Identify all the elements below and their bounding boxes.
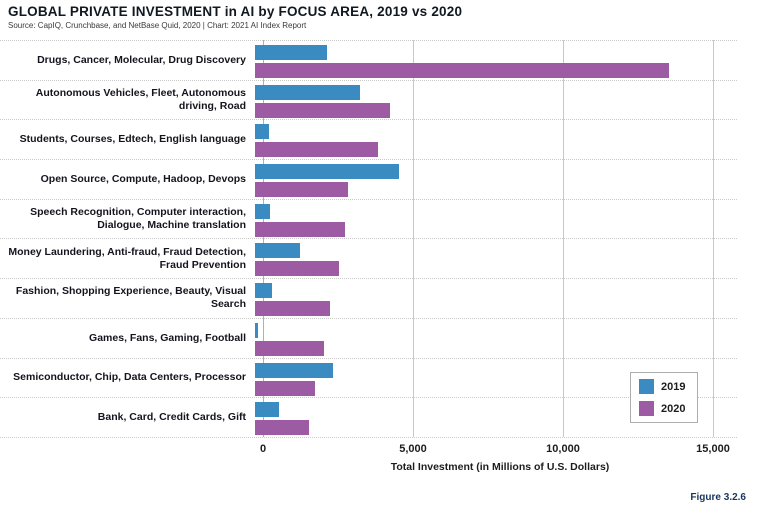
- category-row: Students, Courses, Edtech, English langu…: [0, 119, 737, 159]
- x-tick-label-5000: 5,000: [399, 443, 427, 455]
- category-bars: [255, 120, 737, 159]
- legend-entry-2020: 2020: [639, 401, 685, 416]
- category-row: Bank, Card, Credit Cards, Gift: [0, 397, 737, 437]
- category-bars: [255, 279, 737, 318]
- figure-caption: Figure 3.2.6: [690, 492, 746, 503]
- category-row: Drugs, Cancer, Molecular, Drug Discovery: [0, 40, 737, 80]
- legend-label-2019: 2019: [661, 380, 686, 393]
- category-bars: [255, 239, 737, 278]
- category-label: Autonomous Vehicles, Fleet, Autonomous d…: [35, 86, 246, 113]
- legend-swatch-2019: [639, 379, 654, 394]
- bar-rows-container: Drugs, Cancer, Molecular, Drug Discovery…: [0, 40, 737, 437]
- bar-2020: [255, 142, 378, 158]
- bar-2019: [255, 45, 327, 60]
- bar-2019: [255, 283, 272, 299]
- chart-header: GLOBAL PRIVATE INVESTMENT in AI by FOCUS…: [8, 4, 748, 30]
- bar-2019: [255, 322, 258, 338]
- bar-2019: [255, 164, 399, 180]
- category-label: Drugs, Cancer, Molecular, Drug Discovery: [37, 53, 246, 66]
- x-tick-label-0: 0: [259, 443, 267, 455]
- bar-2020: [255, 380, 315, 396]
- category-label: Bank, Card, Credit Cards, Gift: [97, 410, 246, 423]
- category-bars: [255, 160, 737, 199]
- category-row: Fashion, Shopping Experience, Beauty, Vi…: [0, 278, 737, 318]
- bar-2019: [255, 362, 333, 378]
- bar-2020: [255, 182, 348, 198]
- bar-2020: [255, 221, 345, 237]
- bar-2019: [255, 402, 279, 418]
- category-bars: [255, 41, 737, 80]
- legend-label-2020: 2020: [661, 402, 686, 415]
- category-label: Games, Fans, Gaming, Football: [89, 331, 246, 344]
- x-axis-title: Total Investment (in Millions of U.S. Do…: [390, 461, 610, 473]
- category-row: Money Laundering, Anti-fraud, Fraud Dete…: [0, 238, 737, 278]
- chart-title: GLOBAL PRIVATE INVESTMENT in AI by FOCUS…: [8, 4, 463, 19]
- category-row: Autonomous Vehicles, Fleet, Autonomous d…: [0, 79, 737, 120]
- bar-2019: [255, 124, 269, 140]
- category-row: Open Source, Compute, Hadoop, Devops: [0, 159, 737, 199]
- category-label: Money Laundering, Anti-fraud, Fraud Dete…: [8, 245, 246, 271]
- category-label: Students, Courses, Edtech, English langu…: [19, 133, 246, 146]
- bar-2020: [255, 63, 669, 78]
- category-row: Speech Recognition, Computer interaction…: [0, 198, 737, 239]
- category-row: Semiconductor, Chip, Data Centers, Proce…: [0, 357, 737, 398]
- legend-swatch-2020: [639, 401, 654, 416]
- category-bars: [255, 200, 737, 239]
- bar-2020: [255, 102, 390, 118]
- chart-legend: 2019 2020: [630, 372, 699, 423]
- bar-2020: [255, 301, 330, 317]
- bar-2019: [255, 203, 270, 219]
- bar-2019: [255, 84, 360, 100]
- category-bars: [255, 359, 737, 398]
- plot-bottom-separator: [0, 437, 737, 438]
- x-tick-label-15000: 15,000: [696, 443, 730, 455]
- category-bars: [255, 81, 737, 120]
- bar-2020: [255, 340, 324, 356]
- x-tick-label-10000: 10,000: [546, 443, 580, 455]
- category-label: Fashion, Shopping Experience, Beauty, Vi…: [15, 285, 246, 311]
- bar-2019: [255, 243, 300, 259]
- bar-2020: [255, 420, 309, 436]
- chart-source-line: Source: CapIQ, Crunchbase, and NetBase Q…: [8, 21, 307, 30]
- category-label: Speech Recognition, Computer interaction…: [30, 205, 246, 232]
- bar-2020: [255, 261, 339, 277]
- category-bars: [255, 398, 737, 437]
- legend-entry-2019: 2019: [639, 379, 685, 394]
- category-bars: [255, 319, 737, 358]
- category-label: Semiconductor, Chip, Data Centers, Proce…: [13, 371, 246, 384]
- category-label: Open Source, Compute, Hadoop, Devops: [40, 172, 246, 185]
- category-row: Games, Fans, Gaming, Football: [0, 317, 737, 358]
